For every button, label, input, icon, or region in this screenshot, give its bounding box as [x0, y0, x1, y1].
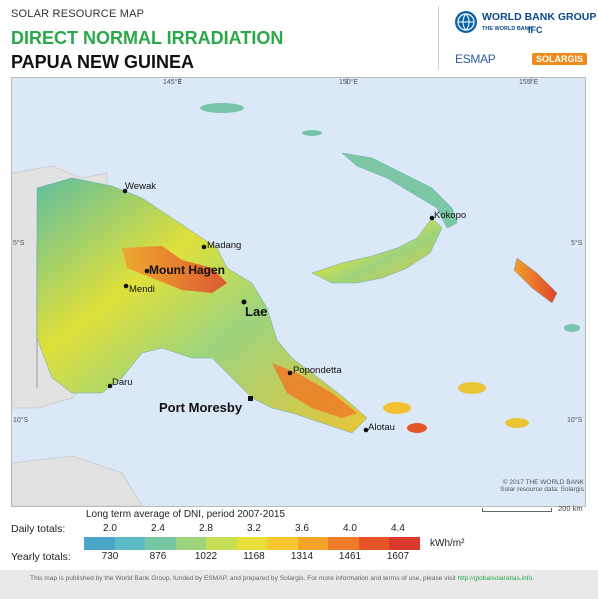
alotau-marker: [363, 427, 369, 433]
world-bank-logo-text: WORLD BANK GROUP: [482, 11, 597, 23]
scale-bar: [482, 508, 552, 512]
grid-label-10s-right: 10°S: [567, 417, 583, 424]
footer-text: This map is published by the World Bank …: [30, 575, 534, 582]
legend-color-10: [389, 537, 421, 550]
island-east-2: [564, 324, 580, 332]
manus-island: [200, 103, 244, 113]
legend-unit: kWh/m²: [430, 538, 465, 549]
daily-tick-0: 2.0: [103, 523, 117, 534]
legend-color-6: [267, 537, 298, 550]
madang-marker: [201, 244, 207, 250]
bougainville: [513, 257, 558, 304]
yearly-tick-6: 1607: [386, 551, 410, 562]
legend-color-1: [114, 537, 146, 550]
legend-color-3: [175, 537, 207, 550]
daily-tick-2: 2.8: [199, 523, 213, 534]
scale-label: 200 km: [558, 504, 583, 513]
footer-body: This map is published by the World Bank …: [30, 575, 458, 582]
popondetta-marker: [287, 370, 293, 376]
popondetta-label: Popondetta: [293, 365, 342, 376]
grid-label-145e: 145°E: [163, 79, 183, 86]
legend-color-0: [84, 537, 115, 550]
alotau-label: Alotau: [368, 422, 395, 433]
daily-tick-5: 4.0: [343, 523, 357, 534]
lae-label: Lae: [245, 304, 267, 319]
yearly-tick-2: 1022: [194, 551, 218, 562]
popondetta-high-irradiation: [272, 363, 357, 418]
wewak-marker: [122, 188, 128, 194]
legend-color-7: [297, 537, 329, 550]
country-title: PAPUA NEW GUINEA: [11, 52, 195, 72]
legend-color-8: [328, 537, 359, 550]
island-se-3: [458, 382, 486, 394]
legend-yearly-label: Yearly totals:: [11, 551, 71, 563]
island-se-4: [505, 418, 529, 428]
daily-tick-4: 3.6: [295, 523, 309, 534]
wewak-label: Wewak: [125, 181, 156, 192]
island-east-1: [302, 130, 322, 136]
map-title: DIRECT NORMAL IRRADIATION: [11, 28, 284, 48]
footer-link[interactable]: http://globalsolaratlas.info: [457, 575, 533, 582]
highlands-high-irradiation: [122, 246, 227, 293]
map-frame: Wewak Madang Mount Hagen Mendi Lae Kokop…: [11, 77, 586, 507]
new-britain: [311, 217, 443, 284]
kokopo-marker: [429, 215, 435, 221]
credit-line-2: Solar resource data: Solargis: [500, 486, 584, 493]
daily-tick-1: 2.4: [151, 523, 165, 534]
yearly-tick-4: 1314: [290, 551, 314, 562]
legend-color-5: [236, 537, 268, 550]
daily-tick-6: 4.4: [391, 523, 405, 534]
ifc-logo: IFC: [528, 25, 543, 35]
legend-colorbar: [84, 537, 421, 550]
legend-title: Long term average of DNI, period 2007-20…: [86, 509, 286, 520]
header-kicker: SOLAR RESOURCE MAP: [11, 8, 145, 20]
legend-color-4: [206, 537, 237, 550]
daily-tick-3: 3.2: [247, 523, 261, 534]
port-moresby-label: Port Moresby: [159, 400, 243, 415]
madang-label: Madang: [207, 240, 241, 251]
port-moresby-marker: [248, 396, 253, 401]
lae-marker: [241, 299, 247, 305]
island-se-2: [407, 423, 427, 433]
yearly-tick-1: 876: [149, 551, 167, 562]
yearly-tick-0: 730: [101, 551, 119, 562]
island-se-1: [383, 402, 411, 414]
map-credit: © 2017 THE WORLD BANK Solar resource dat…: [500, 479, 584, 493]
world-bank-sub-text: THE WORLD BANK: [482, 26, 533, 32]
grid-label-5s-right: 5°S: [571, 240, 583, 247]
kokopo-label: Kokopo: [434, 210, 466, 221]
yearly-tick-5: 1461: [338, 551, 362, 562]
footer: This map is published by the World Bank …: [0, 570, 598, 599]
map-canvas: Wewak Madang Mount Hagen Mendi Lae Kokop…: [12, 78, 585, 506]
legend-color-9: [358, 537, 390, 550]
grid-label-155e: 155°E: [519, 79, 539, 86]
mount-hagen-marker: [144, 268, 150, 274]
australia-landmass: [12, 455, 143, 506]
footer-end: .: [532, 575, 535, 582]
logo-panel: [438, 6, 594, 70]
yearly-tick-3: 1168: [243, 551, 265, 562]
mendi-label: Mendi: [129, 284, 155, 295]
legend-color-2: [145, 537, 176, 550]
credit-line-1: © 2017 THE WORLD BANK: [502, 479, 584, 486]
new-ireland: [341, 152, 458, 229]
legend-daily-label: Daily totals:: [11, 523, 66, 535]
solargis-logo: SOLARGIS: [532, 53, 588, 65]
world-bank-globe-icon: [455, 11, 477, 33]
mendi-marker: [123, 283, 129, 289]
grid-label-5s-left: 5°S: [13, 240, 25, 247]
daru-marker: [107, 383, 113, 389]
daru-label: Daru: [112, 377, 133, 388]
mount-hagen-label: Mount Hagen: [149, 263, 225, 277]
esmap-logo: ESMAP: [455, 52, 496, 66]
grid-label-10s-left: 10°S: [13, 417, 29, 424]
grid-label-150e: 150°E: [339, 79, 359, 86]
